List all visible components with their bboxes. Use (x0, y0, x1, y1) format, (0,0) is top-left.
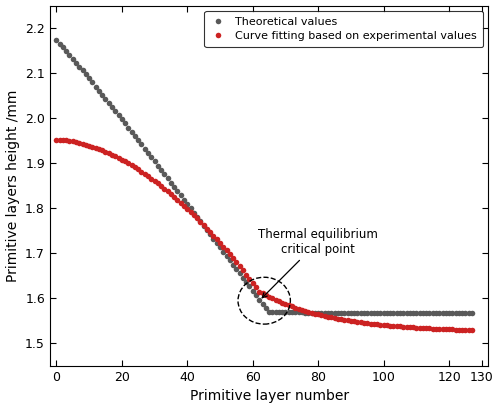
Curve fitting based on experimental values (207, 229, 213, 234)
Theoretical values (207, 232, 213, 237)
Theoretical values (450, 310, 456, 315)
Text: Thermal equilibrium
critical point: Thermal equilibrium critical point (258, 228, 378, 298)
Theoretical values (270, 309, 276, 314)
Y-axis label: Primitive layers height /mm: Primitive layers height /mm (6, 90, 20, 282)
Curve fitting based on experimental values (54, 137, 60, 142)
Curve fitting based on experimental values (469, 328, 475, 333)
Theoretical values (224, 254, 230, 258)
Curve fitting based on experimental values (450, 327, 456, 332)
Theoretical values (54, 38, 60, 43)
Curve fitting based on experimental values (224, 248, 230, 253)
Theoretical values (469, 310, 475, 315)
Theoretical values (410, 310, 416, 315)
Theoretical values (155, 163, 161, 168)
Curve fitting based on experimental values (155, 181, 161, 186)
Legend: Theoretical values, Curve fitting based on experimental values: Theoretical values, Curve fitting based … (204, 11, 483, 47)
Line: Curve fitting based on experimental values: Curve fitting based on experimental valu… (54, 137, 475, 333)
Line: Theoretical values: Theoretical values (54, 38, 475, 316)
Curve fitting based on experimental values (410, 325, 416, 330)
X-axis label: Primitive layer number: Primitive layer number (190, 389, 348, 403)
Curve fitting based on experimental values (270, 296, 276, 301)
